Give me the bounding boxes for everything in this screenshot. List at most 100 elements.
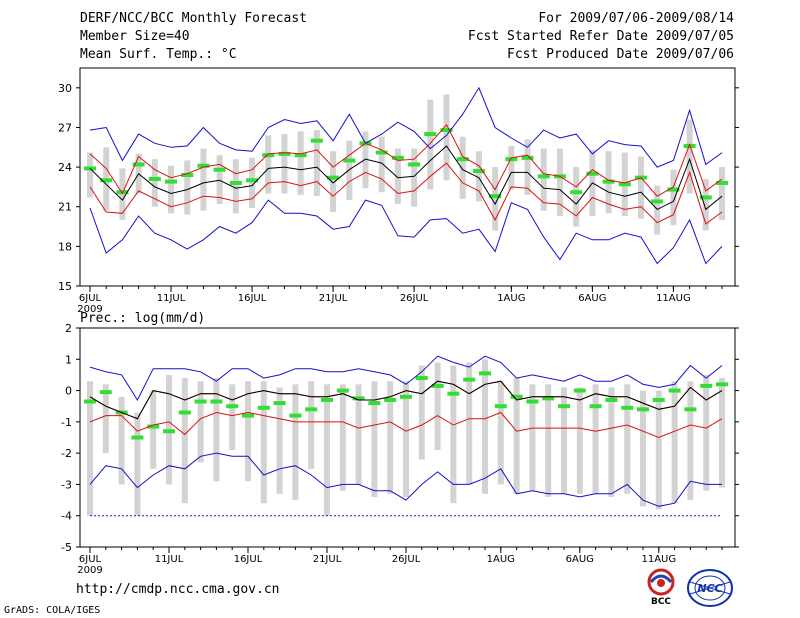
y-tick-label: 27	[58, 121, 72, 134]
median-marker	[651, 199, 664, 204]
median-marker	[289, 413, 302, 418]
median-marker	[667, 187, 680, 192]
median-marker	[521, 155, 534, 160]
minus-std-line	[89, 162, 723, 225]
spread-box	[654, 185, 661, 235]
median-marker	[327, 175, 340, 180]
y-tick-label: 1	[65, 353, 72, 366]
median-marker	[294, 153, 307, 158]
x-tick-label: 1AUG	[497, 293, 525, 304]
median-marker	[84, 399, 96, 404]
spread-box	[292, 384, 299, 501]
max-line	[89, 355, 723, 402]
x-tick-label: 1AUG	[487, 554, 515, 565]
median-marker	[384, 397, 397, 402]
y-tick-label: 24	[58, 161, 72, 174]
mean-line	[89, 145, 723, 211]
median-marker	[415, 376, 428, 381]
x-tick-label: 11AUG	[641, 554, 676, 565]
spread-box	[418, 365, 425, 460]
median-marker	[558, 404, 570, 409]
spread-box	[427, 99, 434, 190]
spread-box	[245, 381, 251, 482]
source-url[interactable]: http://cmdp.ncc.cma.gov.cn	[76, 582, 280, 597]
spread-box	[403, 381, 409, 497]
fcst-produced-date: Fcst Produced Date 2009/07/06	[507, 47, 734, 62]
spread-box	[592, 384, 599, 494]
median-marker	[684, 407, 697, 412]
x-tick-label: 6JUL	[79, 554, 102, 565]
median-marker	[489, 194, 502, 199]
median-marker	[197, 163, 210, 168]
spread-box	[702, 178, 709, 231]
x-tick-sublabel: 2009	[77, 304, 102, 315]
spread-box	[450, 365, 457, 504]
median-marker	[542, 396, 555, 401]
median-marker	[424, 132, 437, 137]
spread-box	[608, 387, 615, 497]
spread-box	[168, 165, 175, 214]
median-marker	[602, 179, 615, 184]
fcst-started-date: Fcst Started Refer Date 2009/07/05	[467, 29, 734, 44]
spread-box	[371, 381, 378, 497]
median-marker	[278, 151, 291, 156]
spread-box	[513, 378, 520, 494]
median-marker	[163, 429, 175, 434]
median-marker	[310, 138, 323, 143]
spread-box	[346, 140, 353, 201]
median-marker	[494, 404, 507, 409]
y-tick-label: -5	[61, 541, 72, 554]
y-tick-label: -3	[61, 478, 72, 491]
spread-box	[459, 136, 466, 199]
y-tick-label: -1	[61, 416, 72, 429]
median-marker	[637, 407, 649, 412]
median-marker	[408, 162, 421, 167]
plus-std-line	[89, 123, 723, 197]
median-marker	[131, 435, 144, 440]
median-marker	[526, 399, 539, 404]
median-marker	[336, 388, 349, 393]
spread-box	[151, 159, 158, 207]
plot-frame	[79, 67, 736, 287]
spread-box	[313, 130, 320, 197]
spread-box	[200, 148, 207, 211]
spread-box	[624, 384, 631, 494]
plot-frame	[79, 327, 736, 548]
median-marker	[181, 173, 194, 178]
prec-panel-title: Prec.: log(mm/d)	[80, 311, 206, 326]
spread-box	[545, 384, 552, 497]
spread-box	[102, 384, 109, 454]
median-marker	[368, 401, 381, 406]
y-tick-label: 15	[58, 280, 72, 293]
member-size: Member Size=40	[80, 29, 190, 44]
median-marker	[165, 179, 178, 184]
spread-box	[719, 378, 725, 488]
median-marker	[148, 176, 161, 181]
median-marker	[589, 404, 602, 409]
median-marker	[242, 413, 254, 418]
median-marker	[321, 397, 333, 402]
x-tick-label: 16JUL	[238, 293, 267, 304]
spread-box	[443, 94, 450, 181]
chart-title: DERF/NCC/BCC Monthly Forecast	[80, 11, 307, 26]
spread-box	[197, 381, 204, 463]
x-tick-label: 21JUL	[319, 293, 348, 304]
median-marker	[178, 410, 191, 415]
spread-box	[87, 152, 93, 198]
spread-box	[355, 384, 362, 485]
x-tick-label: 11JUL	[155, 554, 184, 565]
spread-box	[573, 167, 580, 227]
spread-box	[703, 374, 710, 491]
median-marker	[621, 405, 634, 410]
median-marker	[472, 169, 485, 174]
spread-box	[387, 381, 394, 494]
bcc-logo: BCC	[647, 568, 675, 606]
median-marker	[700, 383, 713, 388]
spread-box	[232, 159, 239, 214]
spread-box	[150, 390, 157, 469]
spread-box	[134, 412, 141, 516]
spread-box	[260, 381, 267, 504]
median-marker	[699, 195, 712, 200]
x-tick-label: 26JUL	[392, 554, 421, 565]
